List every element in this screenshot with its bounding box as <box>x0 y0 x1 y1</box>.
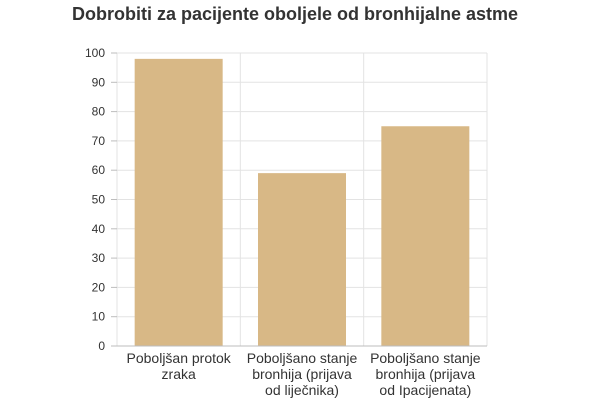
y-tick-label: 40 <box>92 222 106 236</box>
axes <box>111 52 487 347</box>
x-tick-label-line: od liječnika) <box>265 382 339 398</box>
y-tick-label: 30 <box>92 251 106 265</box>
x-tick-label-line: bronhija (prijava <box>252 366 352 382</box>
y-tick-label: 20 <box>92 280 106 294</box>
bar <box>381 126 470 346</box>
y-tick-label: 0 <box>98 339 105 353</box>
y-tick-label: 10 <box>92 310 106 324</box>
x-tick-label-line: bronhija (prijava <box>376 366 476 382</box>
y-tick-label: 90 <box>92 75 106 89</box>
tick-labels: 0 10 20 30 40 50 60 70 80 90 100 Poboljšan protok zr… <box>85 46 481 398</box>
bar <box>134 58 223 347</box>
x-tick-label: Poboljšan protok zraka <box>127 350 232 382</box>
x-tick-label-line: zraka <box>162 366 196 382</box>
x-tick-label-line: Poboljšano stanje <box>370 350 481 366</box>
chart-title: Dobrobiti za pacijente oboljele od bronh… <box>72 4 518 24</box>
y-tick-label: 50 <box>92 193 106 207</box>
y-tick-label: 60 <box>92 163 106 177</box>
bar <box>258 173 346 346</box>
x-tick-label-line: od Ipacijenata) <box>379 382 471 398</box>
y-tick-label: 100 <box>85 46 105 60</box>
x-tick-label-line: Poboljšan protok <box>127 350 232 366</box>
x-tick-label: Poboljšano stanje bronhija (prijava od lij… <box>247 350 358 398</box>
x-tick-label-line: Poboljšano stanje <box>247 350 358 366</box>
y-tick-label: 80 <box>92 105 106 119</box>
bars <box>134 58 470 347</box>
y-tick-label: 70 <box>92 134 106 148</box>
x-tick-label: Poboljšano stanje bronhija (prijava od Ipa… <box>370 350 481 398</box>
